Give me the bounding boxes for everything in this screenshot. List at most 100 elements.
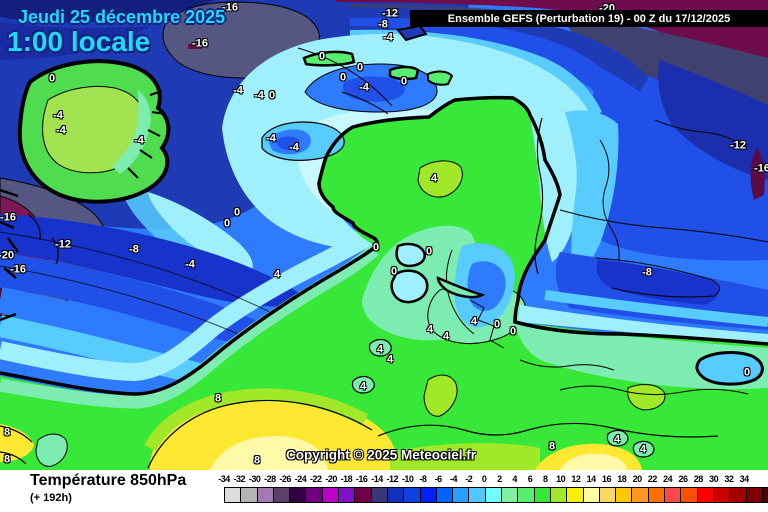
scale-color-box — [648, 488, 666, 502]
temp-value-label: 0 — [509, 325, 517, 338]
scale-color-box — [404, 488, 421, 502]
temp-value-label: 4 — [386, 353, 394, 366]
temp-value-label: 0 — [356, 61, 364, 74]
temp-value-label: -8 — [378, 18, 388, 31]
zero-degree-isotherm — [0, 95, 768, 396]
temp-value-label: -16 — [222, 1, 238, 14]
temp-value-label: 4 — [359, 380, 367, 393]
greenland — [17, 59, 171, 204]
scale-color-box — [322, 488, 340, 502]
temp-value-label: -4 — [185, 258, 195, 271]
temp-value-label: 0 — [390, 265, 398, 278]
black-sea — [695, 351, 764, 386]
scale-tick-label: -12 — [386, 474, 399, 484]
scale-color-box — [485, 488, 503, 502]
scale-color-box — [469, 488, 486, 502]
scale-tick-label: 6 — [527, 474, 533, 484]
scale-tick-label: 20 — [632, 474, 643, 484]
temp-value-label: 0 — [400, 75, 408, 88]
temp-value-label: 0 — [233, 206, 241, 219]
scale-color-box — [534, 488, 551, 502]
scale-tick-label: -2 — [465, 474, 473, 484]
scale-color-box — [697, 488, 714, 502]
temp-value-label: 0 — [743, 366, 751, 379]
local-time-label: 1:00 locale — [7, 26, 151, 57]
baltic-sea — [446, 243, 515, 335]
temp-value-label: 4 — [613, 433, 621, 446]
scale-color-box — [599, 488, 617, 502]
temp-value-label: 4 — [430, 172, 438, 185]
scale-color-box — [306, 488, 323, 502]
temp-value-label: 4 — [470, 315, 478, 328]
scale-color-box — [290, 488, 307, 502]
scale-tick-label: -34 — [218, 474, 230, 484]
map-graphic — [0, 0, 768, 470]
scale-color-box — [550, 488, 568, 502]
temp-value-label: -4 — [233, 84, 243, 97]
southern-warm-zone — [0, 299, 749, 470]
temp-value-label: -4 — [289, 141, 299, 154]
temp-value-label: -20 — [599, 2, 615, 15]
temp-value-label: 8 — [3, 426, 11, 439]
temp-value-label: -4 — [383, 31, 393, 44]
scale-color-box — [665, 488, 682, 502]
scale-color-box — [762, 488, 768, 502]
legend-footer: Température 850hPa (+ 192h) -34 -32 -30 -28… — [0, 470, 768, 512]
temp-value-label: -12 — [55, 238, 71, 251]
scale-tick-label: 2 — [497, 474, 502, 484]
scale-color-box — [746, 488, 763, 502]
temp-value-label: 0 — [493, 318, 501, 331]
scale-color-box — [681, 488, 698, 502]
scale-tick-label: -4 — [449, 474, 458, 484]
temp-value-label: -4 — [266, 132, 276, 145]
temp-value-label: 0 — [339, 71, 347, 84]
scale-color-box — [241, 488, 258, 502]
scale-tick-label: 18 — [617, 474, 627, 484]
scale-color-box — [730, 488, 747, 502]
scale-color-box — [583, 488, 600, 502]
forecast-step-label: (+ 192h) — [30, 492, 72, 504]
scale-tick-label: -20 — [325, 474, 337, 484]
scale-tick-label: -16 — [355, 474, 368, 484]
temp-value-label: 8 — [3, 453, 11, 466]
temp-value-label: 0 — [372, 241, 380, 254]
scale-tick-label: 22 — [647, 474, 658, 484]
temp-value-label: 4 — [426, 323, 434, 336]
temp-value-label: -12 — [730, 139, 746, 152]
temp-value-label: 0 — [223, 217, 231, 230]
scale-color-box — [436, 488, 454, 502]
temp-value-label: -4 — [254, 89, 264, 102]
scale-color-box — [355, 488, 372, 502]
temp-value-label: 8 — [548, 440, 556, 453]
temp-value-label: -16 — [192, 37, 208, 50]
temp-value-label: 4 — [376, 343, 384, 356]
scale-color-box — [371, 488, 388, 502]
scale-tick-label: -18 — [340, 474, 353, 484]
temp-value-label: -8 — [642, 266, 652, 279]
temp-value-label: -16 — [10, 263, 26, 276]
iceland — [261, 121, 345, 161]
scale-tick-label: 14 — [586, 474, 597, 484]
svalbard-islands — [297, 24, 454, 115]
temp-value-label: -16 — [0, 211, 16, 224]
scale-tick-label: -24 — [294, 474, 307, 484]
temp-value-label: 0 — [268, 89, 276, 102]
scale-color-box — [453, 488, 470, 502]
british-isles-lakes — [390, 242, 429, 304]
scale-tick-label: -22 — [310, 474, 322, 484]
scale-color-box — [420, 488, 437, 502]
scale-tick-label: 28 — [693, 474, 704, 484]
scale-color-box — [387, 488, 405, 502]
temperature-map — [0, 0, 768, 470]
scale-tick-label: -14 — [371, 474, 383, 484]
model-info-text: Ensemble GEFS (Perturbation 19) - 00 Z d… — [447, 12, 731, 25]
scale-tick-label: -32 — [233, 474, 246, 484]
scale-color-box — [225, 488, 242, 502]
scale-tick-label: 24 — [663, 474, 673, 484]
temp-value-label: -4 — [56, 124, 66, 137]
temp-value-label: 0 — [48, 72, 56, 85]
scale-color-box — [616, 488, 633, 502]
temp-value-label: 4 — [273, 268, 281, 281]
scale-color-box — [518, 488, 535, 502]
